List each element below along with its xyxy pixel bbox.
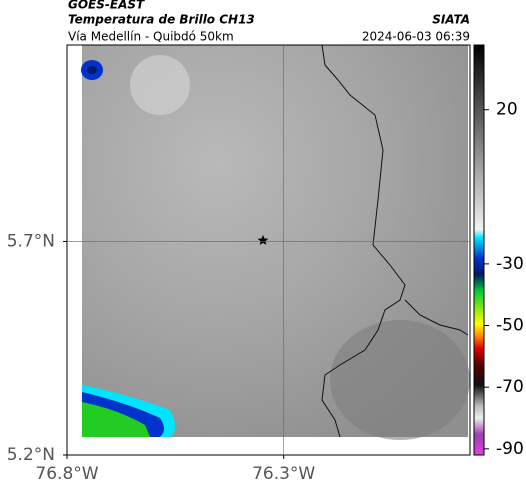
map-frame [66, 44, 471, 456]
location-marker [257, 235, 269, 245]
colorbar-tick-label: -90 [496, 439, 524, 459]
source: SIATA [432, 13, 470, 27]
colorbar [473, 44, 485, 456]
subtitle: Vía Medellín - Quibdó 50km [68, 30, 234, 44]
title: Temperatura de Brillo CH13 [68, 13, 255, 27]
colorbar-tick-label: -70 [496, 377, 524, 397]
y-tick-label: 5.2°N [7, 445, 55, 465]
y-tick-label: 5.7°N [7, 231, 55, 251]
colorbar-tick-label: 20 [496, 100, 518, 120]
x-tick-label: 76.3°W [252, 464, 315, 484]
warm-area [330, 320, 470, 440]
datetime: 2024-06-03 06:39 [362, 30, 470, 44]
cold-cloud [82, 402, 150, 437]
cloud [130, 55, 190, 115]
border [321, 44, 406, 438]
colorbar-tick-label: -30 [496, 254, 524, 274]
x-tick-label: 76.8°W [35, 464, 98, 484]
colorbar-tick-label: -50 [496, 316, 524, 336]
border [404, 299, 469, 336]
cold-cloud [87, 66, 97, 74]
satellite: GOES-EAST [68, 0, 145, 12]
